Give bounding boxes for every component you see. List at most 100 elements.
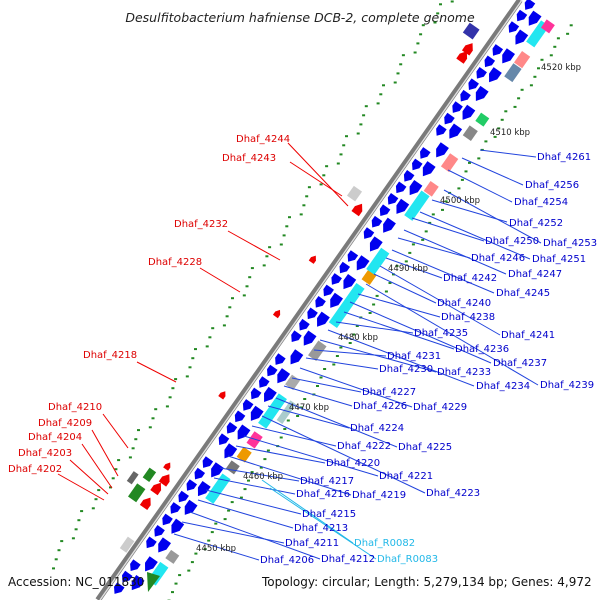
gene-label-left[interactable]: Dhaf_4203 [18,448,72,459]
gc-dot [431,213,435,216]
label-connector-right [357,293,441,318]
forward-gene-arrow [452,101,463,113]
gene-label-left[interactable]: Dhaf_4228 [148,257,202,268]
gc-dot [210,531,214,534]
cds-block [276,400,297,425]
forward-gene-arrow [277,368,291,384]
gene-label-right[interactable]: Dhaf_4225 [398,442,452,453]
gene-label-right[interactable]: Dhaf_4212 [321,554,375,565]
gene-label-left[interactable]: Dhaf_4218 [83,350,137,361]
gc-dot [71,537,75,540]
gc-dot [54,558,58,561]
forward-gene-arrow [224,443,238,459]
gene-label-right[interactable]: Dhaf_4234 [476,381,530,392]
gene-label-right[interactable]: Dhaf_4220 [326,458,380,469]
gene-label-right[interactable]: Dhaf_4254 [514,197,568,208]
forward-gene-arrow [489,67,502,83]
forward-gene-arrow [339,261,351,274]
gc-dot [263,458,267,461]
gene-label-left[interactable]: Dhaf_4244 [236,134,290,145]
forward-gene-arrow [184,499,198,515]
gc-dot [468,161,471,164]
gc-dot [288,216,291,219]
gene-label-right[interactable]: Dhaf_4261 [537,152,591,163]
forward-gene-arrow [528,10,542,26]
cds-block [440,153,459,173]
label-connector-right [349,301,492,364]
gene-label-left[interactable]: Dhaf_4204 [28,432,82,443]
gene-label-right[interactable]: Dhaf_4219 [352,490,406,501]
gene-label-right[interactable]: Dhaf_4235 [414,328,468,339]
gene-label-right[interactable]: Dhaf_4237 [493,358,547,369]
label-connector-right [291,377,362,393]
gc-dot [283,428,287,430]
forward-gene-arrow [347,250,359,262]
gene-label-right[interactable]: Dhaf_4211 [285,538,339,549]
gene-label-right[interactable]: Dhaf_4251 [532,254,586,265]
label-connector-left [287,142,349,207]
gc-dot [165,405,169,408]
label-connector-right [373,273,437,304]
gene-label-right[interactable]: Dhaf_4226 [353,401,407,412]
gene-label-right[interactable]: Dhaf_4223 [426,488,480,499]
gc-dot [187,569,191,572]
label-connectors [57,142,542,561]
gene-label-right[interactable]: Dhaf_4239 [540,380,594,391]
gene-label-right[interactable]: Dhaf_4227 [362,387,416,398]
gene-label-right[interactable]: Dhaf_4221 [379,471,433,482]
gc-dot [384,290,388,293]
rna-label[interactable]: Dhaf_R0082 [354,538,415,549]
gc-dot [279,243,283,246]
gene-label-right[interactable]: Dhaf_4256 [525,180,579,191]
gc-dot [395,264,399,267]
gc-dot [191,357,195,360]
gc-dot [537,67,540,70]
gene-label-right[interactable]: Dhaf_4233 [437,367,491,378]
gene-label-right[interactable]: Dhaf_4241 [501,330,555,341]
gene-label-left[interactable]: Dhaf_4209 [38,418,92,429]
cds-block [404,190,430,221]
gene-label-right[interactable]: Dhaf_4247 [508,269,562,280]
gene-label-right[interactable]: Dhaf_4224 [350,423,404,434]
forward-gene-arrow [154,525,165,537]
label-connector-rna [261,479,354,544]
gene-label-right[interactable]: Dhaf_4216 [296,489,350,500]
gene-label-right[interactable]: Dhaf_4217 [300,476,354,487]
reverse-gene-arrow [218,391,226,400]
gene-label-right[interactable]: Dhaf_4250 [485,236,539,247]
gene-label-right[interactable]: Dhaf_4236 [455,344,509,355]
gene-label-right[interactable]: Dhaf_4213 [294,523,348,534]
gene-label-left[interactable]: Dhaf_4202 [8,464,62,475]
gene-label-right[interactable]: Dhaf_4229 [413,402,467,413]
gene-label-right[interactable]: Dhaf_4242 [443,273,497,284]
gene-label-right[interactable]: Dhaf_4252 [509,218,563,229]
gene-label-right[interactable]: Dhaf_4230 [379,364,433,375]
gene-label-right[interactable]: Dhaf_4240 [437,298,491,309]
rrna-block [142,467,157,483]
gene-label-right[interactable]: Dhaf_4222 [337,441,391,452]
rna-label[interactable]: Dhaf_R0083 [377,554,438,565]
gene-label-right[interactable]: Dhaf_4246 [471,253,525,264]
gene-label-right[interactable]: Dhaf_4253 [543,238,597,249]
forward-gene-arrow [516,9,528,22]
gc-dot [433,21,437,24]
gc-dot [348,342,352,344]
forward-gene-arrow [307,307,318,320]
gc-dot [323,368,327,370]
gene-label-right[interactable]: Dhaf_4215 [302,509,356,520]
gene-label-left[interactable]: Dhaf_4210 [48,402,102,413]
reverse-gene-arrow [272,309,281,319]
gene-label-right[interactable]: Dhaf_4231 [387,351,441,362]
gene-label-right[interactable]: Dhaf_4206 [260,555,314,566]
forward-gene-arrow [264,386,277,403]
gene-label-right[interactable]: Dhaf_4238 [441,312,495,323]
gc-dot [134,438,138,441]
forward-gene-arrow [234,410,246,423]
gene-label-left[interactable]: Dhaf_4232 [174,219,228,230]
gene-label-left[interactable]: Dhaf_4243 [222,153,276,164]
gene-label-right[interactable]: Dhaf_4245 [496,288,550,299]
label-connector-right [189,511,321,560]
gc-dot [262,264,266,267]
gc-dot [566,32,570,35]
